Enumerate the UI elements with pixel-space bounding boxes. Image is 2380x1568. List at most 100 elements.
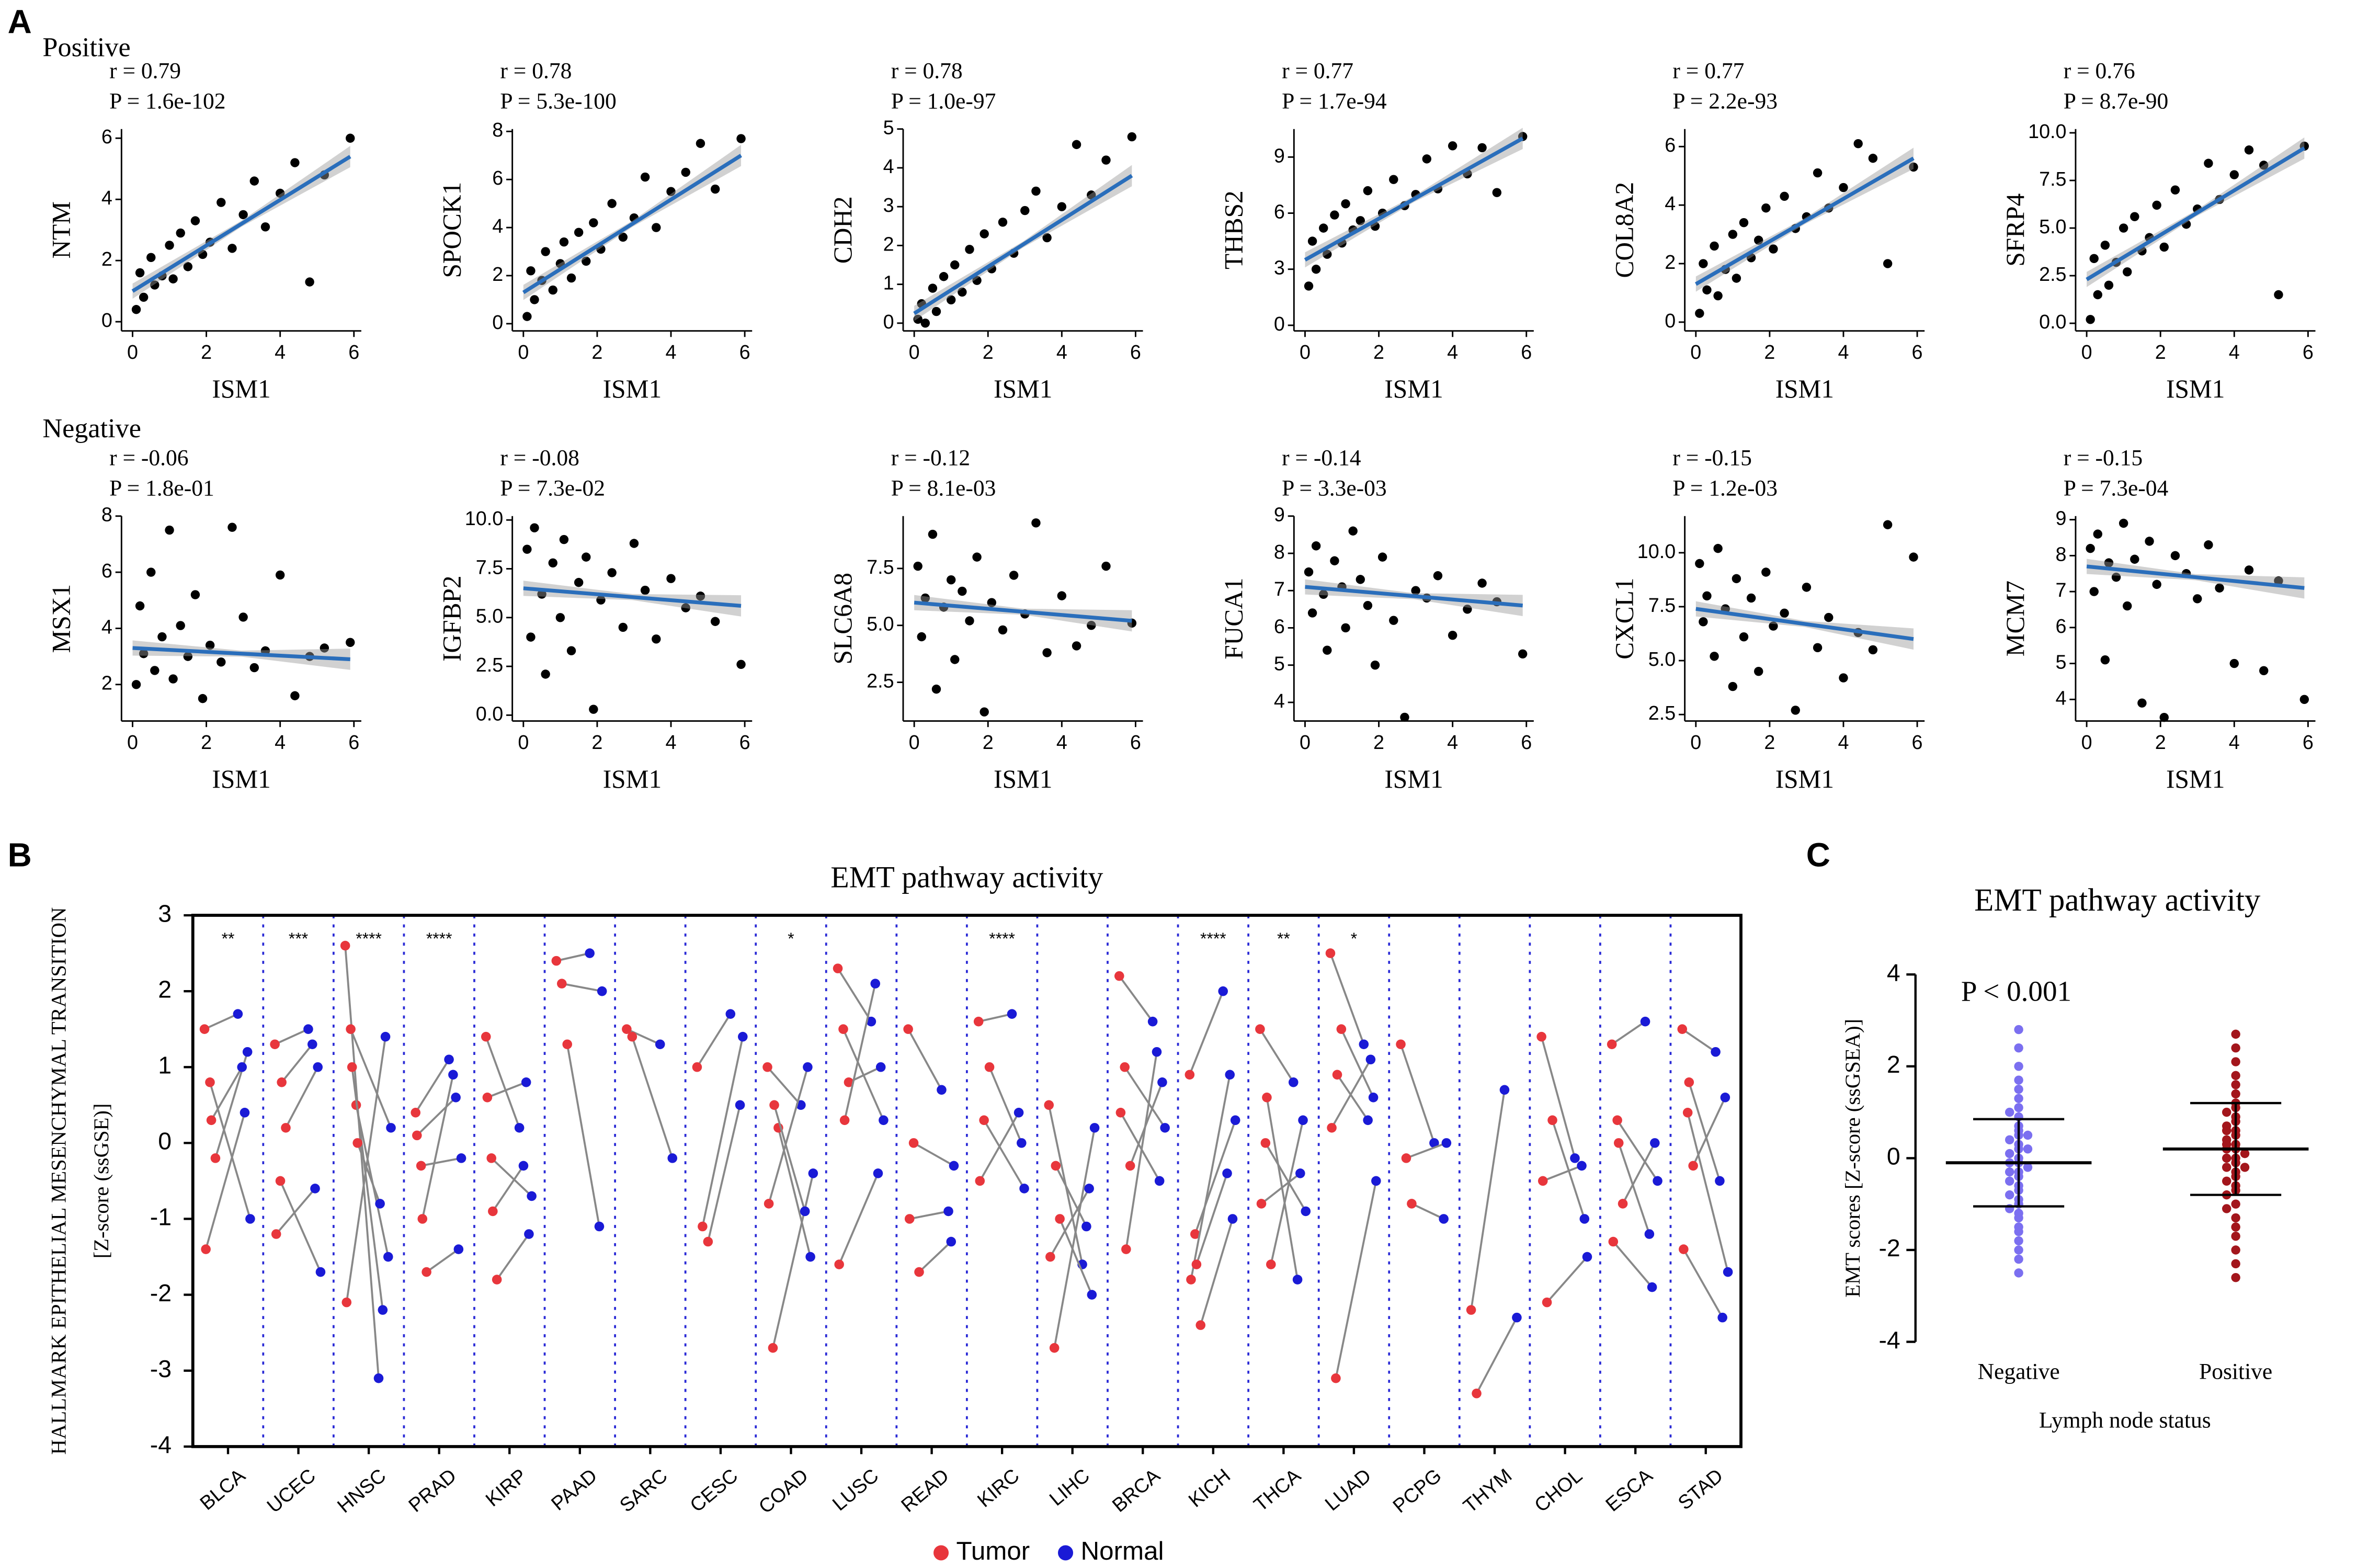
- point: [1377, 552, 1387, 562]
- point: [275, 188, 285, 198]
- tumor-point: [984, 1062, 995, 1072]
- pair-line: [1681, 1028, 1716, 1053]
- x-tick-label: 2: [2155, 731, 2166, 753]
- x-tick-label: 6: [739, 731, 750, 753]
- pair-line: [1687, 1112, 1729, 1272]
- y-tick-label: 4: [492, 215, 503, 237]
- x-tick-label: 6: [1912, 341, 1923, 363]
- point: [2231, 1057, 2240, 1066]
- x-tick-label: 0: [518, 341, 529, 363]
- point: [1839, 183, 1848, 192]
- normal-point: [866, 1016, 876, 1027]
- normal-point: [242, 1047, 253, 1057]
- point: [2231, 1245, 2240, 1255]
- point: [139, 292, 149, 302]
- point: [150, 280, 160, 290]
- x-tick-label: 4: [666, 341, 677, 363]
- y-tick-label: 2: [158, 975, 172, 1003]
- fit-line: [914, 600, 1132, 623]
- point: [1307, 608, 1317, 618]
- point: [1791, 706, 1800, 715]
- y-tick-label: 1: [883, 272, 894, 294]
- tumor-point: [1407, 1199, 1417, 1209]
- point: [640, 585, 650, 595]
- stat-label: r = -0.15: [1672, 445, 1751, 470]
- x-tick-label: 6: [348, 341, 359, 363]
- point: [530, 295, 539, 304]
- x-axis-label: Lymph node status: [2039, 1407, 2211, 1433]
- tumor-point: [271, 1229, 281, 1239]
- point: [2014, 1268, 2023, 1278]
- point: [2014, 1227, 2023, 1236]
- y-tick-label: 7: [1274, 578, 1285, 600]
- point: [2229, 170, 2239, 179]
- point: [1769, 621, 1778, 631]
- point: [217, 198, 226, 207]
- y-tick-label: 2: [101, 672, 112, 694]
- point: [2231, 1231, 2240, 1241]
- point: [1031, 518, 1041, 528]
- normal-point: [1014, 1108, 1024, 1118]
- normal-point: [373, 1373, 384, 1383]
- tumor-point: [412, 1130, 422, 1141]
- tumor-point: [1332, 1070, 1342, 1080]
- point: [1341, 199, 1350, 209]
- normal-point: [1429, 1138, 1439, 1148]
- x-tick-label: 0: [127, 341, 138, 363]
- point: [530, 523, 539, 532]
- pair-line: [844, 983, 876, 1121]
- point: [1127, 132, 1137, 142]
- point: [2111, 572, 2121, 582]
- tumor-point: [833, 963, 843, 973]
- y-axis-label: HALLMARK EPITHELIAL MESENCHYMAL TRANSITI…: [47, 907, 71, 1455]
- normal-point: [1160, 1123, 1170, 1133]
- pair-line: [978, 1013, 1012, 1023]
- point: [305, 277, 314, 287]
- stat-label: P = 2.2e-93: [1672, 88, 1778, 113]
- point: [1492, 188, 1502, 197]
- y-tick-label: 5: [1274, 653, 1285, 675]
- stat-label: r = -0.12: [891, 445, 970, 470]
- point: [2089, 587, 2099, 596]
- fit-line: [2086, 146, 2306, 281]
- y-tick-label: 0: [1274, 313, 1285, 335]
- point: [320, 643, 329, 653]
- stat-label: P = 1.0e-97: [891, 88, 996, 113]
- tumor-point: [627, 1031, 637, 1042]
- point: [2231, 1199, 2240, 1209]
- x-axis-label: ISM1: [2166, 374, 2225, 403]
- y-axis-label: IGFBP2: [438, 575, 466, 661]
- x-tick-label: 0: [1300, 341, 1311, 363]
- tumor-point: [488, 1206, 498, 1217]
- point: [2005, 1190, 2014, 1200]
- x-tick-label: 2: [2155, 341, 2166, 363]
- y-tick-label: 2.5: [1648, 702, 1676, 724]
- x-axis-label: ISM1: [994, 765, 1052, 793]
- y-tick-label: 4: [1665, 192, 1676, 214]
- point: [589, 218, 598, 228]
- stat-label: r = 0.78: [891, 58, 963, 83]
- stat-label: P = 1.7e-94: [1282, 88, 1387, 113]
- pair-line: [1055, 1165, 1088, 1227]
- x-tick-label: 2: [201, 731, 212, 753]
- pair-line: [1329, 952, 1365, 1045]
- significance-label: **: [222, 929, 235, 948]
- point: [582, 552, 591, 562]
- point: [1518, 649, 1528, 659]
- point: [1463, 605, 1472, 614]
- tumor-point: [481, 1031, 491, 1042]
- tumor-point: [1049, 1343, 1060, 1353]
- normal-point: [1715, 1176, 1725, 1186]
- y-tick-label: 2: [492, 263, 503, 285]
- point: [618, 232, 628, 242]
- pair-line: [701, 1036, 744, 1227]
- normal-point: [1368, 1093, 1379, 1103]
- point: [607, 568, 617, 577]
- pair-line: [707, 1105, 741, 1242]
- tumor-point: [975, 1176, 985, 1186]
- point: [2222, 1163, 2231, 1172]
- point: [1389, 616, 1398, 625]
- point: [681, 603, 690, 612]
- stat-label: r = -0.06: [109, 445, 188, 470]
- y-tick-label: 0: [492, 311, 503, 333]
